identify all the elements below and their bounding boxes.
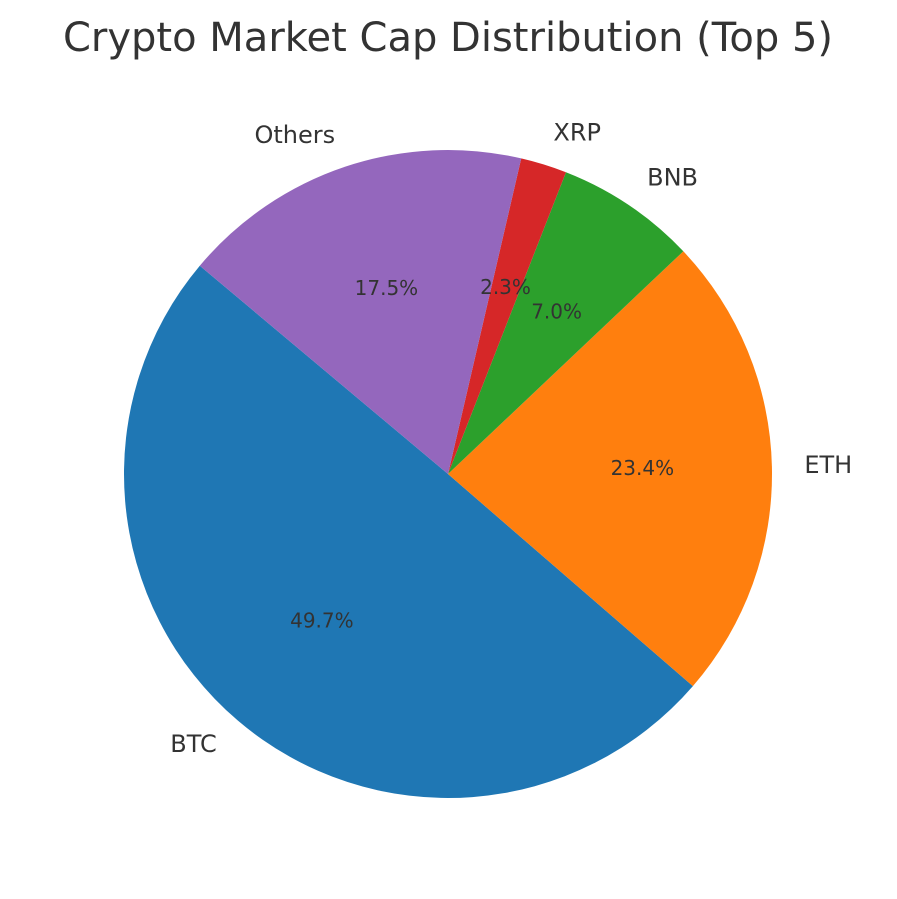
chart-title: Crypto Market Cap Distribution (Top 5) bbox=[63, 15, 833, 61]
value-label: 17.5% bbox=[355, 276, 419, 300]
slice-label: ETH bbox=[804, 451, 852, 479]
pie-slice bbox=[448, 251, 772, 687]
slice-label: BNB bbox=[647, 163, 698, 191]
pie-slice bbox=[448, 158, 566, 474]
value-label: 2.3% bbox=[480, 275, 531, 299]
value-label: 49.7% bbox=[290, 608, 354, 632]
pie-slice bbox=[199, 150, 522, 474]
value-label: 7.0% bbox=[531, 299, 582, 323]
slice-label: Others bbox=[254, 121, 335, 149]
pie-slice bbox=[123, 265, 693, 799]
pie-slice bbox=[448, 172, 684, 474]
value-label: 23.4% bbox=[611, 456, 675, 480]
slice-label: XRP bbox=[553, 119, 601, 147]
slice-label: BTC bbox=[170, 730, 216, 758]
